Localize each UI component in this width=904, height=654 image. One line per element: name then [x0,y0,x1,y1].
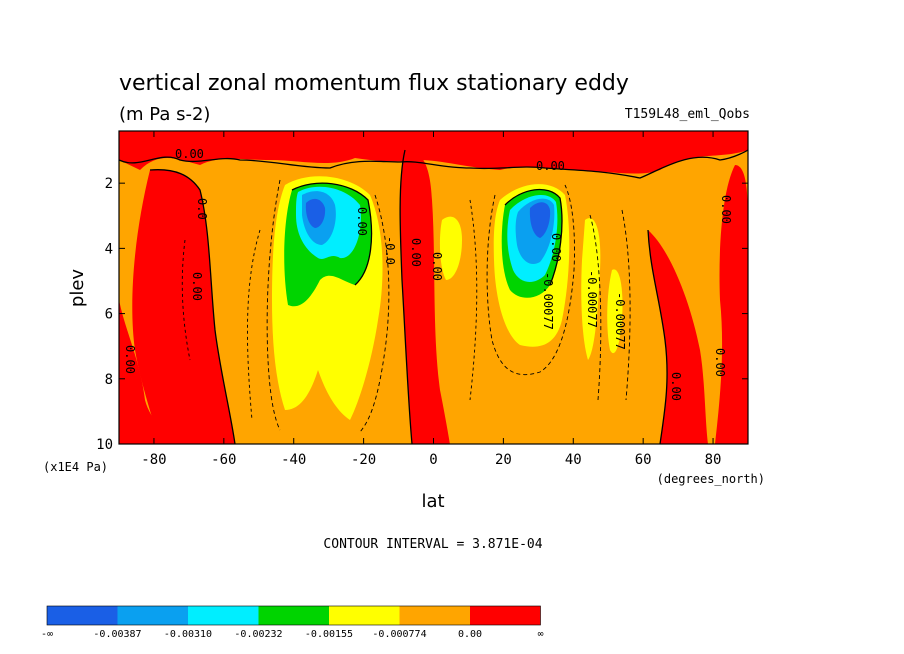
zero-contour-north-column [647,229,668,444]
neg-contour-south-3 [247,229,261,421]
y-axis-title: plev [67,269,88,308]
x-tick-label: -60 [211,452,236,468]
colorbar-label: -0.00387 [93,629,141,640]
contour-label: 0.00 [713,348,727,377]
neg-contour-north-2 [589,214,602,401]
contour-label: 0.00 [355,207,369,236]
neg-contour-south-2 [359,194,390,433]
contour-label: 0.00 [536,159,565,173]
axes: -80 -60 -40 -20 0 20 40 60 80 2 4 6 8 10 [96,131,748,468]
contour-label: 0.00 [175,147,204,161]
plot-area: 0.00 0.00 0.00 0.00 0.00 0.00 0.00 0.00 … [119,131,748,444]
y-tick-label: 4 [105,241,113,257]
yellow-patch-north-2 [607,269,623,354]
colorbar-frame [46,605,541,626]
colorbar-swatch [470,606,541,625]
contour-label: 0.00 [430,252,444,281]
colorbar-label: ∞ [537,629,543,640]
contour-label: 0.00 [190,272,204,301]
y-tick-label: 10 [96,437,113,453]
colorbar-label: -0.00155 [305,629,353,640]
contour-label: -0.00077 [585,270,599,328]
neg-contour-south [266,179,281,431]
x-tick-label: 60 [635,452,652,468]
colorbar-swatch [329,606,400,625]
x-tick-label: 0 [429,452,437,468]
contour-label: 0.00 [549,233,563,262]
x-axis-title: lat [421,491,444,512]
neg-contour-equator [469,199,478,401]
y-axis-unit: (x1E4 Pa) [43,460,108,474]
north-lobe-core [529,202,551,238]
colorbar-swatch [188,606,259,625]
red-region-north-column [648,230,708,444]
zero-contour-top [119,149,748,179]
red-region-top-band [119,131,748,174]
colorbar-swatch [399,606,470,625]
contour-label: 0.00 [409,238,423,267]
contour-label: -0.0 [383,236,397,265]
x-tick-label: -80 [141,452,166,468]
contour-label: -0.00077 [541,272,555,330]
y-tick-label: 2 [105,176,113,192]
south-lobe-core [305,198,326,228]
contour-label: 0.00 [123,345,137,374]
colorbar-label: -0.00232 [234,629,282,640]
contour-label: -0.00077 [613,292,627,350]
neg-contour-north [486,184,575,376]
red-region-north-edge [715,165,748,444]
zero-contour-equator [399,149,413,444]
colorbar-label: -∞ [41,629,53,640]
contour-label: 0.00 [719,195,733,224]
neg-contour-far-south [181,239,191,361]
red-region-equator-column [400,150,450,444]
x-axis-unit: (degrees_north) [657,472,765,486]
neg-contour-north-3 [621,209,631,401]
yellow-patch-north-1 [581,218,601,360]
x-tick-label: 20 [495,452,512,468]
chart-units: (m Pa s-2) [119,104,210,125]
lobe-outline-south [291,182,373,286]
x-tick-label: -40 [281,452,306,468]
colorbar-swatch [47,606,118,625]
run-label: T159L48_eml_Qobs [625,107,750,122]
colorbar-swatch [117,606,188,625]
lobe-outline-north [504,188,563,286]
x-tick-label: -20 [351,452,376,468]
x-tick-label: 80 [705,452,722,468]
contour-lines [119,149,748,444]
contour-label-layer: 0.00 0.00 0.00 0.00 0.00 0.00 0.00 0.00 … [123,147,733,401]
colorbar-swatch [258,606,329,625]
colorbar-label: -0.00310 [164,629,212,640]
colorbar: -∞ -0.00387 -0.00310 -0.00232 -0.00155 -0.000… [41,605,544,640]
contour-interval-note: CONTOUR INTERVAL = 3.871E-04 [323,537,542,552]
colorbar-label: 0.00 [458,629,482,640]
yellow-patch-equator [439,216,462,280]
red-region-south-edge [119,300,180,444]
x-tick-label: 40 [565,452,582,468]
red-region-south-column [132,169,235,444]
contour-label: 0.0 [195,198,209,220]
colorbar-label: -0.000774 [372,629,426,640]
red-region-south-blob [185,415,230,444]
y-tick-label: 6 [105,307,113,323]
y-tick-label: 8 [105,372,113,388]
zero-contour-south-column [149,169,236,444]
contour-label: 0.00 [669,372,683,401]
chart-title: vertical zonal momentum flux stationary … [119,71,629,96]
